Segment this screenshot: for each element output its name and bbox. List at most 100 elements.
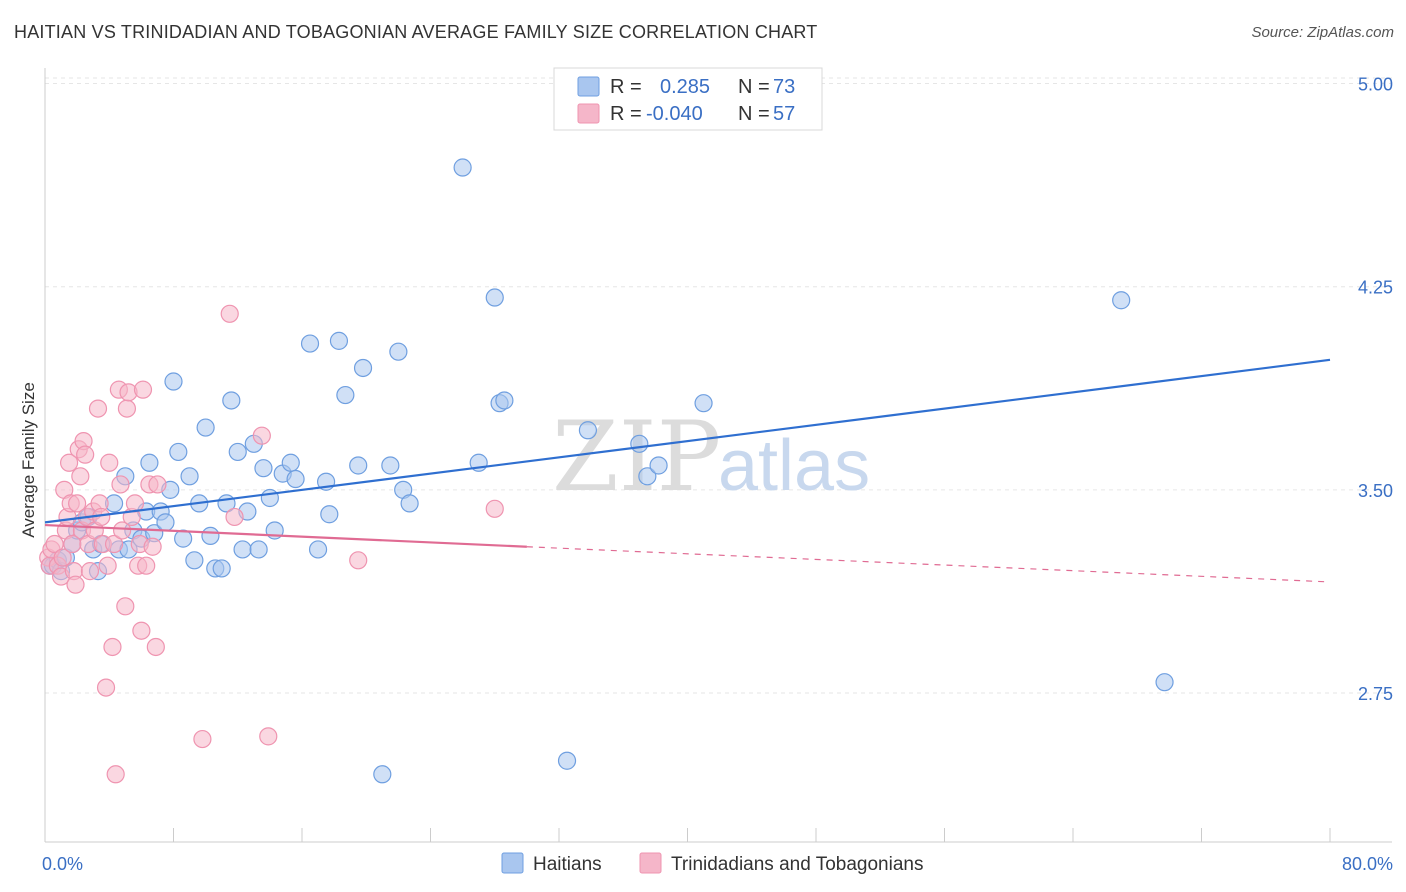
- trinidadian-point-59: [485, 499, 504, 518]
- series-legend: Haitians Trinidadians and Tobagonians: [501, 852, 923, 875]
- haitian-point-67: [630, 434, 649, 453]
- legend-n-value-2: 57: [773, 103, 795, 125]
- trinidadian-point-54: [220, 304, 239, 323]
- haitian-point-31: [201, 526, 220, 546]
- trinidadian-point-30: [96, 678, 116, 697]
- haitian-point-36: [228, 442, 247, 462]
- haitian-point-27: [180, 467, 199, 486]
- trinidadian-point-40: [117, 399, 137, 418]
- haitian-point-35: [222, 391, 241, 410]
- haitian-point-52: [336, 385, 355, 405]
- legend-swatch-trinidadians: [577, 103, 600, 124]
- haitian-point-51: [329, 331, 349, 350]
- y-axis-label: Average Family Size: [19, 382, 38, 538]
- axes: [44, 68, 1392, 843]
- haitian-point-59: [400, 494, 419, 513]
- haitian-point-33: [212, 559, 231, 578]
- haitian-point-57: [389, 342, 408, 361]
- trinidadian-point-39: [116, 597, 135, 616]
- haitian-point-37: [233, 540, 252, 559]
- trinidadian-point-34: [104, 534, 124, 554]
- trinidadian-point-47: [133, 380, 153, 399]
- legend-n-value-1: 73: [773, 76, 795, 98]
- trinidadian-point-37: [111, 475, 130, 494]
- chart-title: HAITIAN VS TRINIDADIAN AND TOBAGONIAN AV…: [14, 22, 818, 42]
- haitian-point-47: [300, 334, 320, 353]
- haitian-point-22: [156, 513, 175, 532]
- watermark-atlas: atlas: [718, 426, 870, 506]
- trinidadian-point-35: [106, 765, 125, 784]
- haitian-point-69: [649, 456, 668, 475]
- y-tick-label-3: 5.00: [1358, 75, 1393, 95]
- haitian-point-64: [495, 391, 514, 410]
- trinidadian-point-15: [68, 494, 87, 513]
- tick-labels: 2.75 3.50 4.25 5.00 0.0% 80.0%: [42, 75, 1393, 874]
- legend-r-value-2: -0.040: [646, 103, 703, 125]
- trinidadian-point-48: [137, 556, 156, 575]
- legend-r-value-1: 0.285: [660, 76, 710, 98]
- legend-swatch-haitians: [577, 76, 600, 97]
- watermark: ZIP atlas: [552, 401, 870, 513]
- trinidadian-point-46: [132, 621, 151, 640]
- legend-n-label-2: N =: [738, 103, 770, 125]
- trinidadian-point-3: [45, 534, 64, 554]
- haitian-point-48: [308, 540, 328, 559]
- trinidadian-point-31: [98, 556, 117, 575]
- trinidadian-point-57: [259, 727, 278, 746]
- y-tick-label-0: 2.75: [1358, 684, 1393, 704]
- haitian-point-50: [320, 505, 339, 524]
- haitian-point-65: [557, 751, 577, 770]
- source-label: Source: ZipAtlas.com: [1251, 24, 1394, 41]
- x-tick-label-min: 0.0%: [42, 854, 83, 874]
- haitian-point-66: [578, 421, 598, 440]
- haitian-point-55: [373, 765, 392, 784]
- haitian-point-28: [185, 551, 204, 570]
- haitian-trend-line: [44, 358, 1331, 524]
- trinidadian-point-52: [148, 475, 167, 494]
- x-tick-label-max: 80.0%: [1342, 854, 1393, 874]
- trinidadian-point-56: [252, 426, 271, 445]
- trinidadian-point-33: [103, 637, 122, 657]
- legend-r-label-1: R =: [610, 76, 642, 98]
- trinidadian-point-53: [193, 729, 212, 749]
- trinidadian-point-10: [59, 453, 79, 472]
- haitian-point-60: [453, 158, 472, 177]
- haitian-point-42: [260, 488, 279, 508]
- haitian-point-45: [281, 453, 300, 472]
- haitian-point-62: [485, 288, 504, 307]
- haitian-point-72: [1155, 673, 1174, 692]
- trinidadian-point-26: [88, 399, 108, 418]
- series-legend-haitians: Haitians: [533, 854, 602, 875]
- trinidadian-point-20: [76, 445, 95, 464]
- trinidadian-trend-extension: [526, 546, 1331, 583]
- trinidadian-point-38: [112, 521, 132, 540]
- grid-lines: [45, 77, 1392, 694]
- haitian-point-40: [249, 540, 268, 559]
- watermark-zip: ZIP: [552, 401, 721, 513]
- trinidadian-point-32: [100, 453, 119, 472]
- trinidadian-point-50: [143, 537, 162, 556]
- trinidadian-point-51: [146, 637, 165, 657]
- trinidadian-point-55: [225, 507, 244, 527]
- haitian-point-53: [349, 456, 368, 475]
- trend-lines: [44, 358, 1331, 583]
- haitian-point-70: [694, 394, 713, 413]
- trinidadian-point-23: [80, 562, 100, 581]
- trinidadian-point-17: [71, 467, 90, 486]
- y-tick-label-1: 3.50: [1358, 481, 1393, 501]
- haitian-point-30: [196, 418, 215, 437]
- haitian-point-25: [169, 442, 188, 462]
- trinidadian-point-6: [53, 548, 72, 567]
- haitian-point-68: [638, 467, 657, 486]
- legend-n-label-1: N =: [738, 76, 770, 98]
- haitian-point-41: [254, 459, 273, 478]
- haitian-point-24: [164, 372, 183, 391]
- haitian-point-46: [286, 469, 305, 489]
- trinidadian-trend-line: [44, 523, 527, 548]
- data-points: [39, 158, 1174, 784]
- series-legend-trinidadians: Trinidadians and Tobagonians: [671, 854, 923, 875]
- y-tick-label-2: 4.25: [1358, 278, 1393, 298]
- haitian-point-56: [381, 456, 400, 475]
- haitian-point-71: [1112, 291, 1131, 310]
